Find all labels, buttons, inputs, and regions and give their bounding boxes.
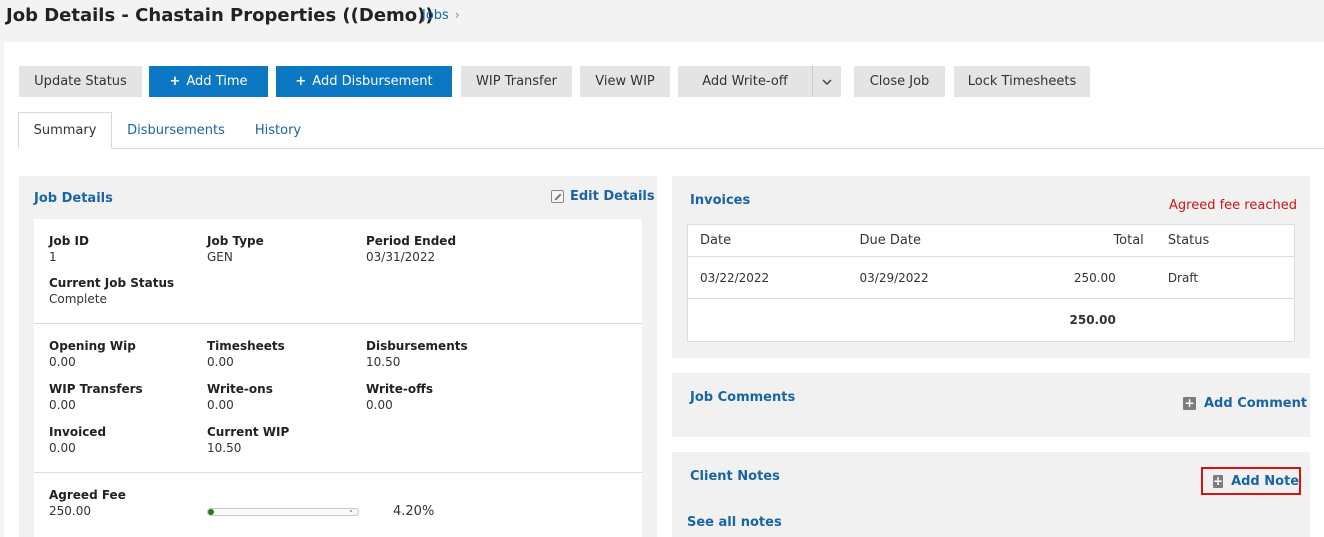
tab-summary[interactable]: Summary — [18, 112, 112, 149]
chevron-down-icon — [822, 78, 832, 85]
invoices-grand-total: 250.00 — [1057, 298, 1156, 342]
column-header-due-date: Due Date — [847, 224, 1058, 257]
write-ons-value: 0.00 — [207, 398, 234, 412]
progress-marker — [350, 510, 352, 512]
plus-icon: + — [169, 74, 181, 89]
tab-disbursements[interactable]: Disbursements — [127, 123, 225, 138]
job-status-value: Complete — [49, 292, 107, 306]
job-id-value: 1 — [49, 250, 57, 264]
agreed-fee-value: 250.00 — [49, 504, 91, 518]
client-notes-title: Client Notes — [690, 469, 780, 484]
table-total-row: 250.00 — [687, 298, 1295, 342]
agreed-fee-percent: 4.20% — [393, 504, 435, 519]
add-disbursement-label: Add Disbursement — [312, 74, 433, 89]
divider — [34, 472, 642, 473]
edit-icon — [551, 190, 564, 203]
job-status-label: Current Job Status — [49, 276, 175, 290]
lock-timesheets-button[interactable]: Lock Timesheets — [954, 66, 1090, 97]
edit-details-label: Edit Details — [570, 189, 655, 204]
table-header-row: Date Due Date Total Status — [687, 224, 1295, 257]
invoice-due-date: 03/29/2022 — [847, 256, 1058, 299]
invoice-total: 250.00 — [1057, 256, 1156, 299]
current-wip-label: Current WIP — [207, 425, 290, 439]
tab-history[interactable]: History — [254, 123, 302, 138]
write-offs-value: 0.00 — [366, 398, 393, 412]
plus-square-icon: + — [1183, 396, 1196, 410]
chevron-right-icon: › — [454, 8, 460, 22]
add-disbursement-button[interactable]: + Add Disbursement — [276, 66, 452, 97]
period-ended-label: Period Ended — [366, 234, 457, 248]
invoiced-label: Invoiced — [49, 425, 107, 439]
progress-fill — [208, 509, 215, 515]
job-comments-title: Job Comments — [690, 390, 796, 405]
job-id-label: Job ID — [49, 234, 89, 248]
column-header-date: Date — [687, 224, 848, 257]
plus-icon: + — [295, 74, 307, 89]
job-comments-panel — [672, 373, 1310, 437]
plus-square-icon: + — [1213, 473, 1224, 488]
write-ons-label: Write-ons — [207, 382, 273, 396]
job-details-card — [34, 219, 642, 537]
wip-transfers-value: 0.00 — [49, 398, 76, 412]
opening-wip-value: 0.00 — [49, 355, 76, 369]
period-ended-value: 03/31/2022 — [366, 250, 436, 264]
invoices-title: Invoices — [690, 193, 751, 208]
disbursements-label: Disbursements — [366, 339, 468, 353]
add-time-label: Add Time — [186, 74, 248, 89]
table-row[interactable]: 03/22/2022 03/29/2022 250.00 Draft — [687, 256, 1295, 299]
timesheets-value: 0.00 — [207, 355, 234, 369]
see-all-notes-link[interactable]: See all notes — [687, 515, 782, 530]
add-note-link[interactable]: + Add Note — [1201, 467, 1301, 495]
view-wip-button[interactable]: View WIP — [580, 66, 670, 97]
breadcrumb[interactable]: Jobs › — [422, 8, 460, 23]
invoice-date: 03/22/2022 — [687, 256, 848, 299]
add-comment-label: Add Comment — [1204, 396, 1308, 411]
wip-transfer-button[interactable]: WIP Transfer — [461, 66, 572, 97]
page-title: Job Details - Chastain Properties ((Demo… — [6, 5, 434, 26]
job-type-label: Job Type — [207, 234, 264, 248]
invoices-table: Date Due Date Total Status 03/22/2022 03… — [687, 224, 1295, 342]
opening-wip-label: Opening Wip — [49, 339, 136, 353]
add-time-button[interactable]: + Add Time — [149, 66, 268, 97]
current-wip-value: 10.50 — [207, 441, 242, 455]
add-note-label: Add Note — [1231, 473, 1300, 489]
job-details-title: Job Details — [34, 191, 113, 206]
invoice-status: Draft — [1155, 256, 1295, 299]
close-job-button[interactable]: Close Job — [854, 66, 945, 97]
breadcrumb-jobs-link[interactable]: Jobs — [422, 8, 449, 23]
invoiced-value: 0.00 — [49, 441, 76, 455]
disbursements-value: 10.50 — [366, 355, 401, 369]
job-type-value: GEN — [207, 250, 233, 264]
agreed-fee-label: Agreed Fee — [49, 488, 126, 502]
divider — [34, 323, 642, 324]
wip-transfers-label: WIP Transfers — [49, 382, 143, 396]
update-status-button[interactable]: Update Status — [19, 66, 142, 97]
column-header-status: Status — [1155, 224, 1295, 257]
column-header-total: Total — [1057, 224, 1156, 257]
agreed-fee-alert: Agreed fee reached — [1169, 198, 1297, 213]
edit-details-link[interactable]: Edit Details — [551, 189, 655, 204]
add-writeoff-dropdown-button[interactable] — [812, 66, 841, 97]
write-offs-label: Write-offs — [366, 382, 434, 396]
add-writeoff-button[interactable]: Add Write-off — [678, 66, 812, 97]
agreed-fee-progress-bar — [207, 508, 359, 516]
add-comment-link[interactable]: + Add Comment — [1183, 396, 1307, 411]
timesheets-label: Timesheets — [207, 339, 285, 353]
tab-bar-divider — [18, 148, 1324, 149]
